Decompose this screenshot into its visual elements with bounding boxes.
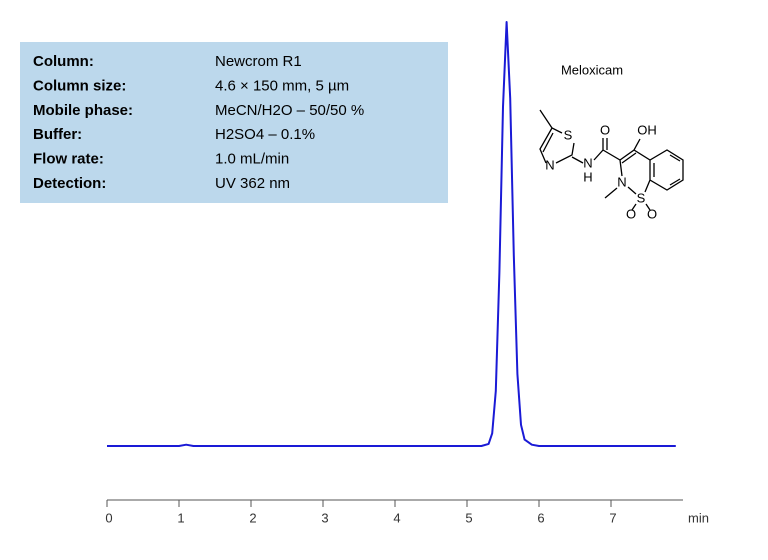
x-tick-label: 4 [393,510,400,525]
info-label: Detection: [33,175,106,192]
info-value: 1.0 mL/min [215,151,289,168]
x-tick-label: 7 [609,510,616,525]
info-value: Newcrom R1 [215,53,302,70]
info-value: MeCN/H2O – 50/50 % [215,102,364,119]
x-axis-label: min [688,510,709,525]
atom: O [600,122,610,137]
atom: N [583,155,592,170]
x-tick-label: 5 [465,510,472,525]
x-tick-label: 3 [321,510,328,525]
compound-name: Meloxicam [561,62,623,77]
atom: H [583,169,592,184]
info-label: Flow rate: [33,151,104,168]
atom: S [637,190,646,205]
x-tick-label: 1 [177,510,184,525]
info-value: H2SO4 – 0.1% [215,126,315,143]
info-label: Column size: [33,77,126,94]
x-tick-label: 2 [249,510,256,525]
atom: S [564,127,573,142]
x-tick-label: 6 [537,510,544,525]
x-tick-label: 0 [105,510,112,525]
atom: O [647,206,657,221]
atom: N [545,157,554,172]
atom: N [617,174,626,189]
atom: O [626,206,636,221]
structure-bonds [539,109,684,211]
atom: OH [637,122,657,137]
info-label: Buffer: [33,126,82,143]
info-rows: Column: Newcrom R1 Column size: 4.6 × 150 m… [33,53,364,192]
info-label: Mobile phase: [33,102,133,119]
info-value: 4.6 × 150 mm, 5 µm [215,77,349,94]
signal-line [107,21,676,447]
structure: S N N H O OH N S O O [539,109,684,221]
info-box [20,42,448,203]
info-value: UV 362 nm [215,175,290,192]
info-label: Column: [33,53,94,70]
